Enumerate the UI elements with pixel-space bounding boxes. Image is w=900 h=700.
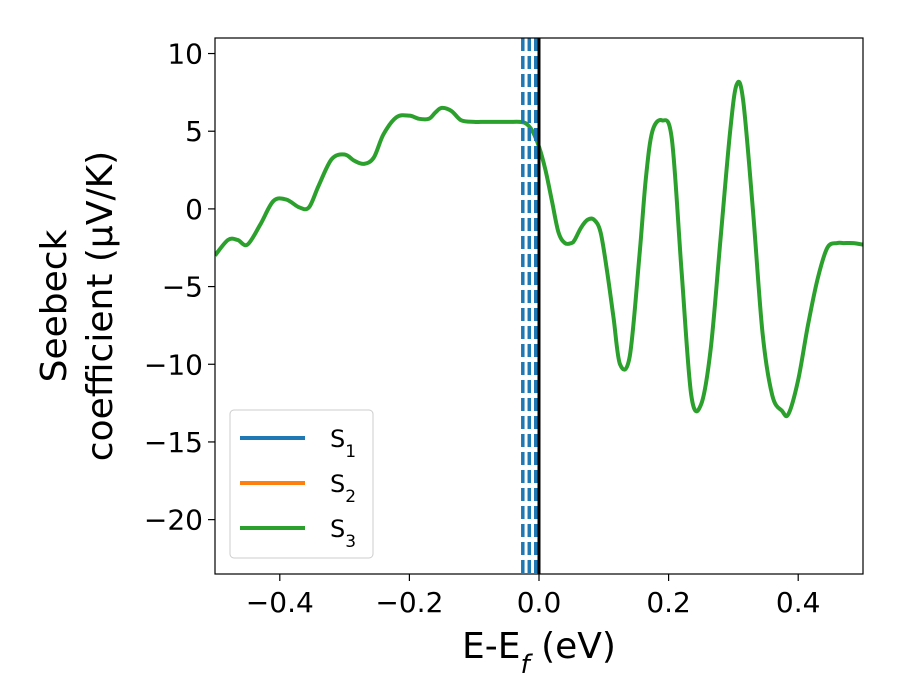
plot-area <box>215 38 863 574</box>
legend-label-2: S2 <box>330 470 356 507</box>
axis-ticks: −0.4 −0.2 0.0 0.2 0.4 10 5 0 −5 −10 −15 −20 <box>144 38 821 619</box>
x-tick-label: 0.0 <box>517 586 562 619</box>
y-tick-label: −5 <box>162 271 203 304</box>
legend-label-3: S3 <box>330 515 356 552</box>
y-axis-label: Seebeck coefficient (μV/K) <box>34 151 121 461</box>
legend-label-1: S1 <box>330 425 356 462</box>
y-tick-label: 0 <box>185 193 203 226</box>
y-tick-label: −15 <box>144 426 203 459</box>
series-line-3 <box>215 79 863 419</box>
y-tick-label: 5 <box>185 115 203 148</box>
y-axis-label-line2: coefficient (μV/K) <box>80 151 121 461</box>
legend: S1 S2 S3 <box>229 409 374 559</box>
x-tick-label: 0.2 <box>646 586 691 619</box>
x-axis-label: E-Ef (eV) <box>462 626 616 680</box>
y-axis-label-line1: Seebeck <box>34 229 75 382</box>
x-tick-label: 0.4 <box>776 586 821 619</box>
x-tick-label: −0.2 <box>375 586 443 619</box>
x-tick-label: −0.4 <box>246 586 314 619</box>
y-tick-label: 10 <box>167 38 203 71</box>
y-tick-label: −20 <box>144 504 203 537</box>
y-tick-label: −10 <box>144 348 203 381</box>
